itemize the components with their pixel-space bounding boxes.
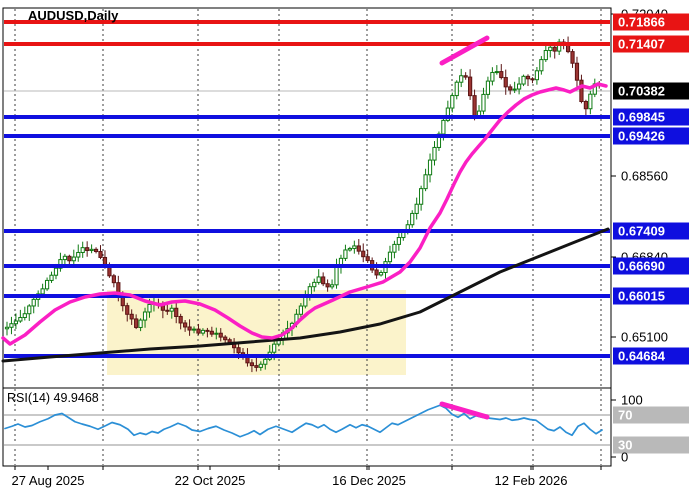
fast-ma-line [1,82,608,346]
rsi-trendline [439,401,490,420]
level-lines [4,20,610,358]
price-trendline [439,35,490,66]
candles-layer [4,36,602,373]
rsi-layer [4,404,610,446]
symbol-timeframe-label: AUDUSD,Daily [28,8,119,23]
rsi-indicator-label: RSI(14) 49.9468 [7,391,99,405]
slow-ma-line [1,227,610,363]
